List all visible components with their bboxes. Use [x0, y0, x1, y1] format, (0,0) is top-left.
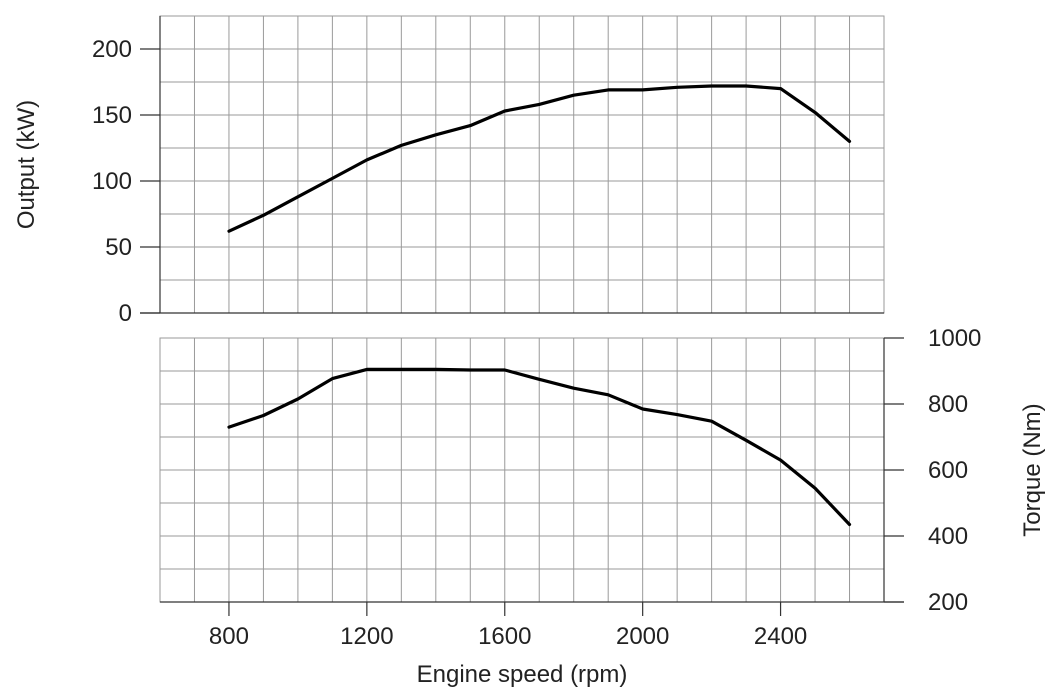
output-y-axis-title: Output (kW) — [13, 100, 40, 229]
torque-grid — [160, 338, 884, 602]
engine-speed-x-ticks: 800 1200 1600 2000 2400 — [209, 602, 807, 650]
torque-y-ticks: 200 400 600 800 1000 — [884, 325, 981, 616]
torque-series-line — [227, 367, 852, 527]
engine-speed-x-tick-label: 800 — [209, 623, 249, 650]
torque-y-tick-label: 800 — [928, 391, 968, 418]
output-y-ticks: 0 50 100 150 200 — [92, 36, 160, 327]
torque-y-tick-label: 600 — [928, 457, 968, 484]
output-y-tick-label: 200 — [92, 36, 132, 63]
output-y-tick-label: 100 — [92, 168, 132, 195]
torque-y-tick-label: 400 — [928, 523, 968, 550]
engine-speed-x-tick-label: 2000 — [616, 623, 669, 650]
output-y-tick-label: 150 — [92, 102, 132, 129]
output-axes — [140, 16, 884, 314]
engine-speed-x-tick-label: 2400 — [754, 623, 807, 650]
torque-panel: 200 400 600 800 1000 800 1200 1600 2000 2400 Tor… — [159, 325, 1046, 688]
engine-speed-x-tick-label: 1200 — [340, 623, 393, 650]
output-panel: 0 50 100 150 200 Output (kW) — [13, 15, 885, 327]
engine-speed-x-tick-label: 1600 — [478, 623, 531, 650]
output-plot-frame — [159, 15, 885, 314]
output-series-line — [227, 84, 852, 233]
output-y-tick-label: 0 — [119, 300, 132, 327]
engine-speed-x-axis-title: Engine speed (rpm) — [417, 661, 628, 688]
torque-y-axis-title: Torque (Nm) — [1019, 403, 1046, 536]
torque-y-tick-label: 200 — [928, 589, 968, 616]
torque-y-tick-label: 1000 — [928, 325, 981, 352]
output-grid — [160, 16, 884, 313]
output-y-tick-label: 50 — [105, 234, 132, 261]
